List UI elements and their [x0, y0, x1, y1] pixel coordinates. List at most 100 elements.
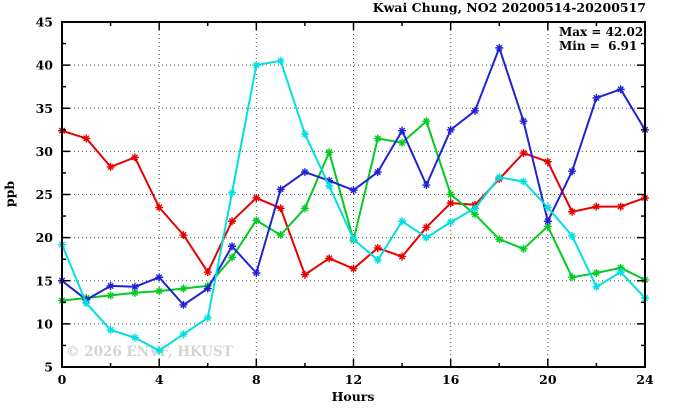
series-green-marker — [179, 284, 188, 293]
y-tick-label: 45 — [36, 15, 53, 30]
x-tick-label: 24 — [636, 372, 654, 387]
series-red-marker — [543, 157, 552, 166]
series-cyan-marker — [495, 173, 504, 182]
plot-frame-and-ticks — [61, 21, 646, 368]
series-red-marker — [155, 203, 164, 212]
y-tick-label: 40 — [36, 58, 54, 73]
series-green-marker — [495, 235, 504, 244]
series-green-marker — [155, 287, 164, 296]
x-tick-label: 8 — [252, 372, 261, 387]
series-cyan-marker — [470, 204, 479, 213]
series-blue-marker — [276, 185, 285, 194]
series-red-marker — [325, 254, 334, 263]
series-cyan-marker — [179, 330, 188, 339]
x-tick-label: 16 — [442, 372, 460, 387]
series-cyan-marker — [203, 313, 212, 322]
series-red-marker — [106, 162, 115, 171]
series-blue-marker — [422, 181, 431, 190]
series-red-marker — [179, 231, 188, 240]
series-cyan-marker — [616, 268, 625, 277]
series-red-marker — [422, 223, 431, 232]
series-blue-marker — [470, 106, 479, 115]
series-green-marker — [519, 244, 528, 253]
series-red-marker — [252, 193, 261, 202]
series-red-marker — [300, 270, 309, 279]
series-blue-marker — [155, 273, 164, 282]
series-blue-marker — [446, 125, 455, 134]
x-axis-label: Hours — [332, 389, 375, 404]
y-tick-label: 10 — [36, 316, 54, 331]
series-cyan-marker — [568, 231, 577, 240]
y-tick-label: 15 — [36, 273, 53, 288]
series-cyan-marker — [543, 203, 552, 212]
series-red-marker — [203, 268, 212, 277]
series-blue-marker — [349, 186, 358, 195]
series-red-marker — [82, 134, 91, 143]
series-cyan-marker — [325, 181, 334, 190]
series-green-marker — [276, 231, 285, 240]
series-red-marker — [398, 252, 407, 261]
series-cyan-marker — [373, 256, 382, 265]
watermark: © 2026 ENVF, HKUST — [66, 344, 233, 360]
series-cyan-marker — [349, 235, 358, 244]
series-green-marker — [543, 222, 552, 231]
series-green-marker — [106, 291, 115, 300]
series-blue-marker — [252, 268, 261, 277]
x-tick-label: 4 — [155, 372, 164, 387]
series-green-marker — [300, 204, 309, 213]
series-red-marker — [349, 264, 358, 273]
series-cyan-marker — [155, 346, 164, 355]
series-cyan-line — [61, 59, 646, 352]
series-green-marker — [470, 210, 479, 219]
series-blue-marker — [519, 117, 528, 126]
series-cyan-marker — [300, 130, 309, 139]
series-blue-marker — [373, 168, 382, 177]
series-cyan-marker — [519, 177, 528, 186]
series-cyan — [58, 56, 649, 355]
data-series — [58, 43, 649, 355]
series-red-marker — [446, 199, 455, 208]
series-cyan-marker — [252, 61, 261, 70]
series-red-marker — [568, 207, 577, 216]
x-tick-label: 0 — [58, 372, 67, 387]
series-red-marker — [616, 202, 625, 211]
chart-title: Kwai Chung, NO2 20200514-20200517 — [373, 0, 646, 15]
min-annotation: Min = 6.91 — [559, 39, 637, 53]
series-green-marker — [130, 288, 139, 297]
series-cyan-marker — [82, 299, 91, 308]
series-blue-marker — [106, 281, 115, 290]
series-blue-marker — [616, 85, 625, 94]
series-blue-marker — [300, 168, 309, 177]
series-green-marker — [325, 148, 334, 157]
series-green-marker — [446, 190, 455, 199]
y-tick-label: 20 — [36, 230, 54, 245]
series-cyan-marker — [228, 188, 237, 197]
series-blue-marker — [495, 43, 504, 52]
series-blue-marker — [592, 93, 601, 102]
series-blue-marker — [398, 126, 407, 135]
series-green-marker — [252, 216, 261, 225]
series-blue-marker — [228, 242, 237, 251]
series-green-marker — [592, 268, 601, 277]
series-green-marker — [373, 134, 382, 143]
series-blue-marker — [568, 167, 577, 176]
series-blue-marker — [325, 176, 334, 185]
gridlines — [62, 22, 645, 367]
series-red-marker — [276, 204, 285, 213]
series-cyan-marker — [276, 56, 285, 65]
series-green-marker — [228, 253, 237, 262]
series-cyan-marker — [446, 218, 455, 227]
series-green-marker — [422, 117, 431, 126]
x-tick-label: 12 — [345, 372, 362, 387]
series-green-marker — [568, 273, 577, 282]
max-annotation: Max = 42.02 — [559, 25, 643, 39]
series-red-marker — [228, 217, 237, 226]
series-cyan-marker — [130, 333, 139, 342]
y-axis-label: ppb — [2, 181, 17, 207]
series-cyan-marker — [398, 217, 407, 226]
y-tick-label: 25 — [36, 187, 53, 202]
series-blue-marker — [130, 282, 139, 291]
y-tick-label: 30 — [36, 144, 54, 159]
